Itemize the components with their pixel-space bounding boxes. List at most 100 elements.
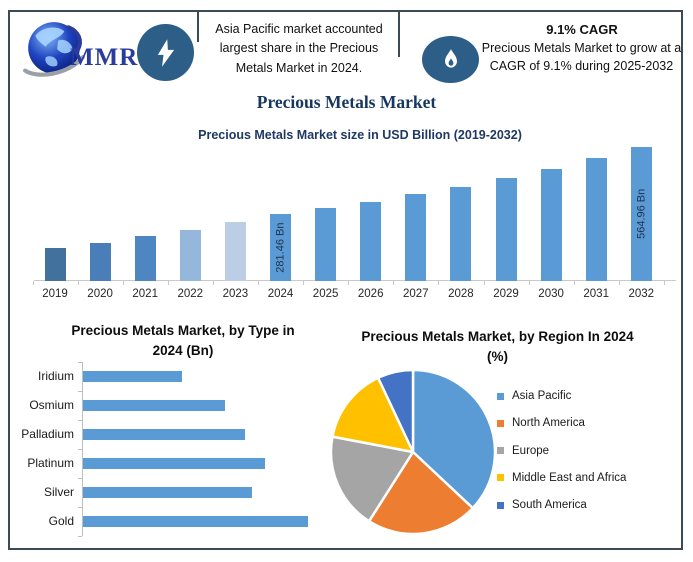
x-tick-label: 2032	[628, 288, 655, 300]
x-tick-label: 2026	[357, 288, 384, 300]
x-tick-label: 2029	[493, 288, 519, 300]
market-size-chart-title: Precious Metals Market size in USD Billi…	[198, 128, 522, 142]
bar-value-label: 281.46 Bn	[274, 222, 287, 273]
bar-2028	[450, 186, 472, 281]
y-axis-line	[82, 362, 83, 536]
x-axis-tick	[122, 281, 124, 285]
legend-item: Asia Pacific	[497, 388, 571, 404]
legend-marker-icon	[497, 392, 504, 400]
x-axis-tick	[258, 281, 259, 285]
pie-slice-north-america	[367, 450, 475, 536]
flame-glyph	[444, 48, 457, 68]
category-label: Palladium	[21, 427, 74, 441]
x-axis-tick	[438, 281, 440, 285]
x-axis-tick	[483, 281, 485, 285]
lightning-bolt-glyph	[157, 38, 174, 67]
by-region-chart-title: Precious Metals Market, by Region In 202…	[361, 329, 634, 364]
bar-2024: 281.46 Bn	[270, 214, 291, 281]
category-label: Iridium	[37, 369, 74, 383]
region-pie-chart	[328, 366, 500, 538]
category-label: Osmium	[29, 398, 74, 412]
x-axis-line	[34, 280, 676, 281]
bar-2022	[179, 229, 201, 281]
pie-slice-europe	[329, 435, 415, 523]
logo-text: MMR	[70, 44, 139, 71]
bar-2026	[360, 201, 382, 281]
x-axis-tick	[212, 281, 214, 285]
y-axis-tick	[78, 536, 82, 537]
x-tick-label: 2028	[448, 288, 474, 300]
bar-2032: 564.96 Bn	[630, 147, 652, 281]
pie-slice-south-america	[376, 368, 415, 454]
legend-marker-icon	[497, 447, 504, 455]
legend-item: North America	[497, 415, 585, 431]
legend-label: North America	[512, 417, 585, 430]
x-tick-label: 2031	[583, 288, 609, 300]
x-axis-tick	[573, 281, 575, 285]
x-tick-label: 2021	[132, 288, 158, 300]
market-size-bar-chart: 2019 2020 2021 2022 2023 281.46 Bn 2024 2025 202…	[32, 140, 684, 300]
bar-Iridium	[83, 371, 182, 382]
cagr-text: Precious Metals Market to grow at a CAGR…	[481, 41, 682, 73]
page-title: Precious Metals Market	[256, 92, 437, 112]
bar-2019	[44, 248, 66, 281]
bar-2023	[224, 222, 246, 281]
category-label: Silver	[43, 485, 74, 499]
by-type-category-labels: Iridium Osmium Palladium Platinum Silver Gold	[4, 362, 76, 536]
y-axis-tick	[78, 420, 82, 421]
type-bar-chart	[78, 362, 330, 537]
y-axis-tick	[78, 362, 82, 363]
y-axis-tick	[78, 391, 82, 392]
x-tick-label: 2019	[42, 288, 68, 300]
pie-slice-asia-pacific	[411, 368, 497, 510]
lightning-icon	[137, 24, 194, 81]
x-tick-label: 2025	[312, 288, 339, 300]
y-axis-tick	[78, 507, 82, 508]
legend-label: Europe	[512, 444, 550, 457]
bar-Platinum	[83, 458, 266, 469]
category-label: Platinum	[27, 456, 74, 470]
by-type-chart-title: Precious Metals Market, by Type in 2024 …	[71, 323, 295, 358]
pie-svg	[329, 368, 497, 536]
cagr-headline: 9.1% CAGR	[546, 22, 618, 37]
x-tick-label: 2023	[222, 288, 249, 300]
bar-2031	[585, 158, 607, 281]
x-tick-label: 2030	[538, 288, 564, 300]
bar-2030	[540, 168, 562, 281]
y-axis-tick	[78, 478, 82, 479]
bar-2021	[134, 236, 156, 281]
legend-item: Europe	[497, 443, 549, 459]
flame-icon	[422, 36, 479, 83]
bar-2025	[315, 208, 337, 281]
x-axis-tick	[348, 281, 350, 285]
y-axis-tick	[78, 449, 82, 450]
x-axis-tick	[393, 281, 395, 285]
x-axis-tick	[32, 281, 34, 285]
bar-2029	[495, 177, 517, 281]
legend-label: South America	[512, 499, 587, 512]
legend-label: Middle East and Africa	[512, 471, 627, 484]
legend-marker-icon	[497, 474, 504, 482]
x-axis-tick	[618, 281, 620, 285]
bar-Osmium	[83, 400, 225, 411]
x-axis-tick	[303, 281, 305, 285]
bar-2020	[89, 242, 111, 281]
bar-2027	[405, 194, 427, 281]
pie-slice-middle-east-and-africa	[331, 376, 415, 454]
x-axis-tick	[77, 281, 79, 285]
legend-label: Asia Pacific	[512, 390, 572, 402]
region-legend: Asia Pacific North America Europe Middle Ea…	[497, 388, 682, 523]
bar-Gold	[83, 516, 308, 527]
header-divider-right	[398, 10, 400, 57]
x-axis-tick	[663, 281, 665, 285]
x-axis-tick	[167, 281, 169, 285]
x-tick-label: 2024	[267, 288, 294, 300]
bar-Palladium	[83, 429, 245, 440]
legend-marker-icon	[497, 419, 504, 427]
legend-marker-icon	[497, 501, 504, 509]
x-tick-label: 2027	[403, 288, 429, 300]
category-label: Gold	[48, 514, 74, 528]
x-axis-tick	[528, 281, 530, 285]
header-divider-left	[197, 10, 199, 42]
